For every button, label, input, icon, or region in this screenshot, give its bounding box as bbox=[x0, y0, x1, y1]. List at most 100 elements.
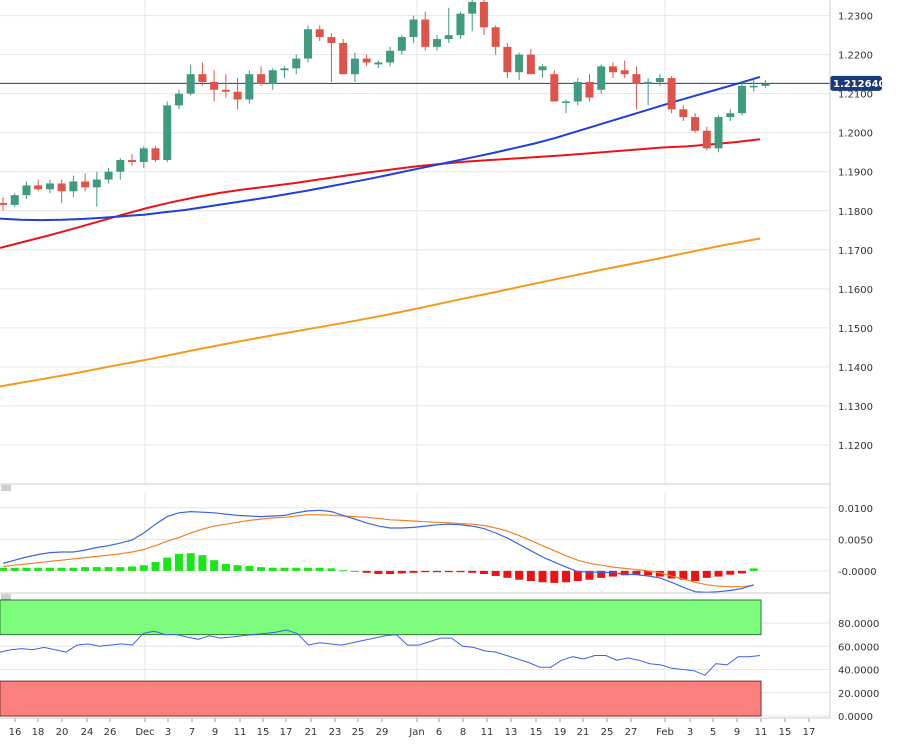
candle-body bbox=[585, 81, 594, 98]
macd-histogram-bar bbox=[737, 570, 746, 574]
price-tick-label: 1.2200 bbox=[838, 51, 873, 62]
macd-tick-label: 0.0100 bbox=[838, 504, 873, 515]
price-tick-label: 1.1800 bbox=[838, 207, 873, 218]
rsi-line bbox=[0, 629, 761, 676]
macd-histogram-bar bbox=[491, 570, 500, 576]
macd-histogram-bar bbox=[749, 568, 758, 571]
time-tick-label: 15 bbox=[257, 727, 270, 738]
macd-histogram-bar bbox=[210, 560, 219, 571]
macd-histogram-bar bbox=[174, 553, 183, 571]
macd-histogram-bar bbox=[374, 570, 383, 575]
candle-body bbox=[573, 81, 582, 102]
time-tick-label: Feb bbox=[656, 727, 674, 738]
candle-body bbox=[515, 54, 524, 73]
time-tick-label: 27 bbox=[625, 727, 638, 738]
rsi-line bbox=[0, 629, 761, 676]
macd-histogram-bar bbox=[597, 570, 606, 578]
candle-body bbox=[0, 202, 7, 205]
macd-histogram-bar bbox=[679, 570, 688, 580]
candle-body bbox=[116, 160, 125, 172]
macd-histogram-bar bbox=[34, 567, 43, 571]
macd-histogram-bar bbox=[128, 566, 137, 571]
candle-body bbox=[397, 37, 406, 51]
candle-body bbox=[280, 68, 289, 71]
candle-body bbox=[620, 70, 629, 75]
macd-histogram-bar bbox=[702, 570, 711, 578]
rsi-oversold-band bbox=[0, 680, 762, 717]
candle-body bbox=[257, 74, 266, 84]
macd-histogram-bar bbox=[421, 570, 430, 573]
candle-body bbox=[737, 85, 746, 114]
price-tick-label: 1.1200 bbox=[838, 441, 873, 452]
candle-body bbox=[233, 91, 242, 100]
panel-resize-handle-icon[interactable] bbox=[1, 594, 11, 600]
macd-histogram-bar bbox=[456, 570, 465, 573]
candle-body bbox=[444, 35, 453, 40]
candle-body bbox=[538, 66, 547, 71]
sma-mid-line bbox=[0, 138, 761, 249]
candle-body bbox=[597, 66, 606, 90]
last-price-tag-text: 1.212640 bbox=[833, 79, 886, 90]
macd-histogram-bar bbox=[280, 567, 289, 571]
macd-histogram-bar bbox=[303, 567, 312, 571]
macd-histogram-bar bbox=[10, 567, 19, 571]
macd-histogram-bar bbox=[104, 567, 113, 571]
candle-body bbox=[57, 183, 66, 192]
last-price-tag: 1.212640 bbox=[830, 75, 886, 91]
panel-resize-handle-icon[interactable] bbox=[1, 485, 11, 491]
macd-histogram-bar bbox=[221, 563, 230, 571]
candle-body bbox=[315, 29, 324, 38]
price-grid bbox=[0, 0, 830, 484]
time-tick-label: 24 bbox=[81, 727, 94, 738]
candle-body bbox=[303, 29, 312, 59]
time-tick-label: 11 bbox=[755, 727, 768, 738]
macd-histogram-bar bbox=[116, 567, 125, 571]
macd-histogram-bar bbox=[433, 570, 442, 573]
time-tick-label: 29 bbox=[376, 727, 389, 738]
macd-line bbox=[2, 509, 754, 594]
candle-body bbox=[163, 105, 172, 161]
price-tick-label: 1.2000 bbox=[838, 129, 873, 140]
macd-histogram-bar bbox=[632, 570, 641, 575]
candle-body bbox=[714, 117, 723, 149]
macd-histogram-bar bbox=[479, 570, 488, 575]
candle-body bbox=[679, 109, 688, 118]
time-tick-label: 3 bbox=[687, 727, 693, 738]
time-tick-label: 19 bbox=[554, 727, 567, 738]
candle-body bbox=[655, 78, 664, 82]
sma-slow-line bbox=[0, 237, 761, 388]
candle-body bbox=[128, 160, 137, 162]
candle-body bbox=[350, 58, 359, 75]
rsi-bands bbox=[0, 599, 762, 717]
price-tick-label: 1.1300 bbox=[838, 402, 873, 413]
macd-histogram-bar bbox=[386, 570, 395, 575]
macd-histogram-bar bbox=[186, 553, 195, 571]
macd-histogram-bar bbox=[526, 570, 535, 582]
rsi-overbought-band bbox=[0, 599, 762, 636]
macd-histogram-bar bbox=[714, 570, 723, 577]
macd-histogram-bar bbox=[667, 570, 676, 579]
candle-body bbox=[198, 74, 207, 82]
rsi-tick-label: 40.0000 bbox=[838, 666, 879, 677]
candle-body bbox=[45, 183, 54, 190]
candle-body bbox=[69, 181, 78, 192]
macd-histogram-bar bbox=[608, 570, 617, 577]
candle-body bbox=[374, 62, 383, 65]
price-axis: 1.2300 1.2200 1.2100 1.2000 1.1900 1.1800 1.17… bbox=[838, 12, 873, 452]
macd-histogram-bar bbox=[468, 570, 477, 573]
macd-histogram-bar bbox=[57, 567, 66, 571]
macd-histogram-bar bbox=[233, 565, 242, 571]
time-tick-label: 11 bbox=[234, 727, 247, 738]
time-tick-label: 9 bbox=[734, 727, 740, 738]
time-tick-label: 6 bbox=[436, 727, 442, 738]
macd-histogram-bar bbox=[81, 567, 90, 571]
time-tick-label: 3 bbox=[165, 727, 171, 738]
candle-body bbox=[221, 89, 230, 92]
time-tick-label: Dec bbox=[135, 727, 154, 738]
candle-body bbox=[691, 117, 700, 131]
time-tick-label: 25 bbox=[352, 727, 365, 738]
candlesticks[interactable] bbox=[0, 0, 770, 211]
last-price-tag-bg bbox=[830, 75, 882, 91]
